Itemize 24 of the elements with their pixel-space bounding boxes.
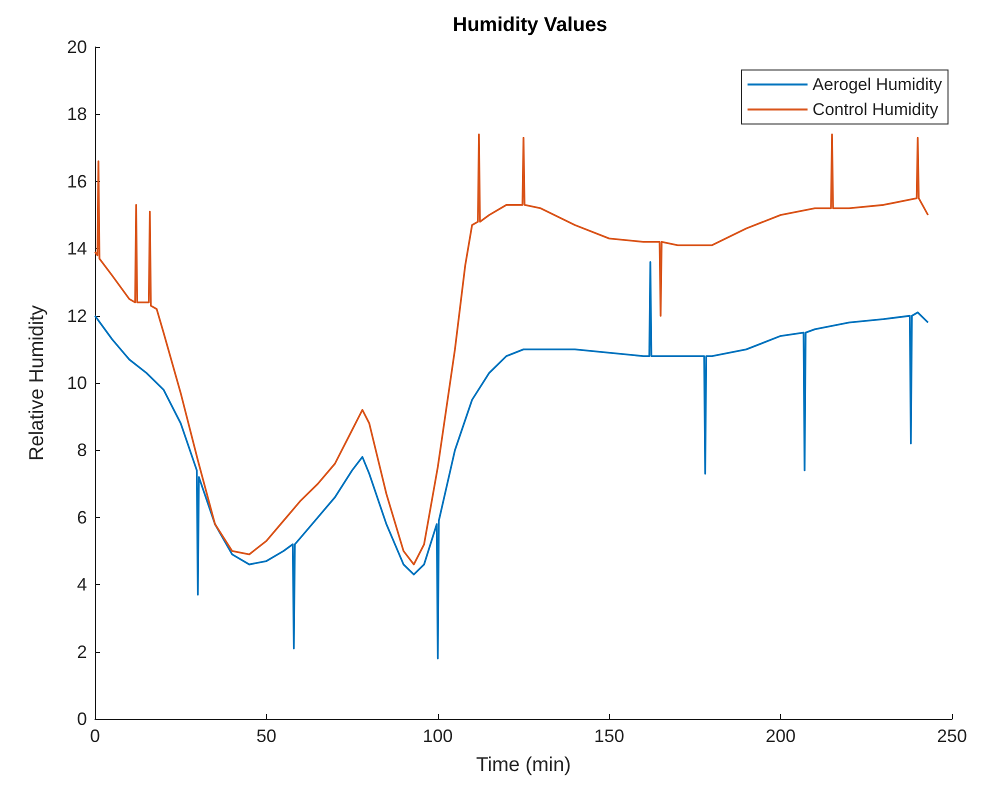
- y-tick-label: 14: [66, 238, 87, 259]
- y-tick-label: 6: [76, 507, 87, 528]
- x-tick-label: 0: [90, 726, 100, 746]
- line-series: [94, 133, 929, 566]
- y-tick-label: 2: [76, 642, 87, 662]
- y-tick-label: 16: [66, 171, 87, 192]
- y-axis-title: Relative Humidity: [26, 305, 48, 461]
- chart-title: Humidity Values: [452, 14, 608, 36]
- legend-label: Control Humidity: [812, 100, 939, 119]
- y-tick-label: 0: [76, 709, 87, 729]
- y-tick-label: 8: [76, 440, 87, 460]
- y-tick-label: 20: [66, 37, 87, 57]
- x-tick-label: 150: [594, 726, 624, 746]
- y-tick-label: 4: [76, 574, 87, 595]
- x-tick-label: 250: [936, 726, 968, 746]
- x-tick-label: 50: [256, 726, 276, 746]
- line-series: [94, 261, 929, 660]
- legend-label: Aerogel Humidity: [812, 75, 942, 94]
- y-tick-label: 18: [66, 104, 87, 124]
- x-tick-label: 200: [766, 726, 796, 746]
- x-axis-title: Time (min): [476, 754, 571, 776]
- y-tick-label: 10: [66, 373, 87, 393]
- y-tick-label: 12: [66, 306, 87, 326]
- x-tick-label: 100: [422, 726, 453, 746]
